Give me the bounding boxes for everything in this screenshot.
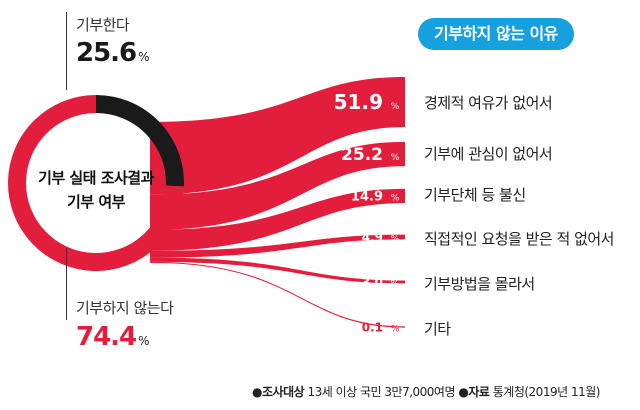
footer-survey-value: 13세 이상 국민 3만7,000여명 <box>307 385 456 399</box>
footer-source-value: 통계청(2019년 11월) <box>492 385 601 399</box>
reason-label-3: 직접적인 요청을 받은 적 없어서 <box>424 230 614 248</box>
reason-unit-1: % <box>391 153 400 163</box>
reason-flows <box>150 77 405 328</box>
reason-unit-3: % <box>391 234 400 244</box>
reason-label-2: 기부단체 등 불신 <box>424 186 526 204</box>
footer-bullet-icon: ● <box>458 385 469 399</box>
non-donor-value: 74.4 <box>76 322 137 352</box>
donor-label: 기부한다 <box>76 16 130 34</box>
footer-survey-key: 조사대상 <box>261 385 305 399</box>
reason-label-1: 기부에 관심이 없어서 <box>424 145 553 163</box>
donut-center-line-1: 기부 실태 조사결과 <box>38 169 154 187</box>
reason-value-0: 51.9 <box>334 90 383 114</box>
donor-value-wrap: 25.6% <box>76 38 150 68</box>
reason-flow-0 <box>150 77 405 195</box>
reason-value-5: 0.1 <box>362 320 383 334</box>
donut-chart <box>8 95 184 271</box>
reason-label-0: 경제적 여유가 없어서 <box>424 94 553 112</box>
footer-bullet-icon: ● <box>252 385 262 399</box>
non-donor-unit: % <box>138 334 150 348</box>
donor-connector-line <box>66 12 67 90</box>
reason-value-3: 4.9 <box>362 230 383 244</box>
reason-label-4: 기부방법을 몰라서 <box>424 275 535 293</box>
reason-flow-1 <box>150 141 405 230</box>
reason-value-2: 14.9 <box>351 190 383 205</box>
footer: ●조사대상 13세 이상 국민 3만7,000여명 ●자료 통계청(2019년 … <box>252 383 600 400</box>
donut-center-label: 기부 실태 조사결과 기부 여부 <box>16 166 176 214</box>
reason-value-1: 25.2 <box>341 145 383 165</box>
reason-flow-3 <box>150 234 405 258</box>
reason-value-labels: 51.9 % 25.2 % 14.9 % 4.9 % 3.0 % 0.1% <box>334 90 400 334</box>
non-donor-value-wrap: 74.4% <box>76 322 150 352</box>
donut-center-line-2: 기부 여부 <box>67 193 125 211</box>
reasons-title-badge: 기부하지 않는 이유 <box>418 18 574 50</box>
donut-slice-donors <box>96 95 184 187</box>
donor-unit: % <box>138 50 150 64</box>
donor-value: 25.6 <box>76 38 137 68</box>
reason-flow-5 <box>150 261 405 328</box>
reason-label-5: 기타 <box>424 320 451 338</box>
non-donor-label: 기부하지 않는다 <box>76 299 174 317</box>
reason-unit-5: % <box>391 324 400 334</box>
reason-value-4: 3.0 <box>362 275 383 289</box>
footer-source-key: 자료 <box>468 385 490 399</box>
reason-unit-2: % <box>391 194 400 204</box>
reason-unit-0: % <box>391 102 400 112</box>
reason-flow-4 <box>150 257 405 284</box>
reason-flow-2 <box>150 188 405 251</box>
non-donor-connector-line <box>66 248 67 320</box>
reason-unit-4: % <box>391 279 400 289</box>
